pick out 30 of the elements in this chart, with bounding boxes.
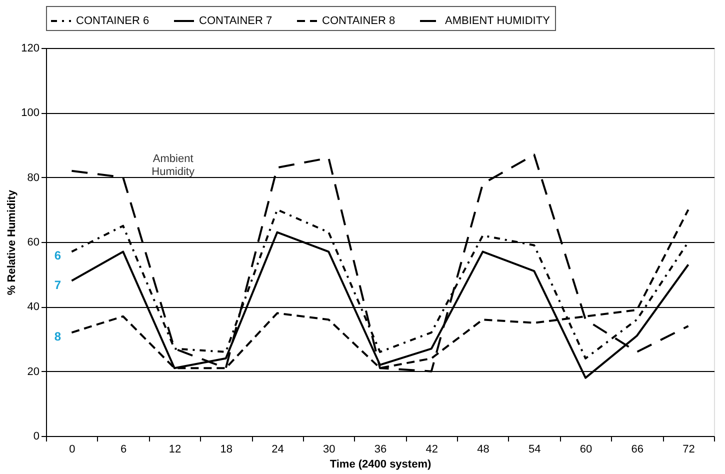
legend-label: CONTAINER 6 [76,15,150,27]
x-tick-label: 0 [69,444,76,456]
legend-label: AMBIENT HUMIDITY [445,15,551,27]
x-axis-title: Time (2400 system) [330,458,432,470]
x-tick-label: 18 [220,444,232,456]
x-tick-label: 48 [477,444,490,456]
x-tick-label: 24 [272,444,284,456]
x-tick-label: 12 [168,444,182,456]
legend-label: CONTAINER 8 [322,15,396,27]
y-tick-label: 0 [33,430,40,442]
annotation: Ambient Humidity [152,152,195,178]
x-tick-label: 36 [374,444,387,456]
annotation: 7 [54,278,62,292]
y-axis-title: % Relative Humidity [6,189,18,296]
x-tick-label: 6 [120,444,127,456]
x-tick-label: 54 [528,444,541,456]
x-tick-label: 30 [322,444,336,456]
annotation: 8 [54,330,62,344]
legend-label: CONTAINER 7 [199,15,272,27]
y-tick-label: 40 [27,301,40,314]
x-tick-label: 42 [426,444,438,456]
y-tick-label: 80 [27,172,40,184]
y-tick-label: 100 [21,107,40,120]
x-tick-label: 72 [682,444,695,456]
annotation: 6 [54,248,62,263]
y-tick-label: 20 [27,366,40,378]
y-tick-label: 60 [27,236,40,248]
x-tick-label: 60 [580,444,592,456]
y-tick-label: 120 [21,42,40,54]
x-tick-label: 66 [631,444,644,456]
